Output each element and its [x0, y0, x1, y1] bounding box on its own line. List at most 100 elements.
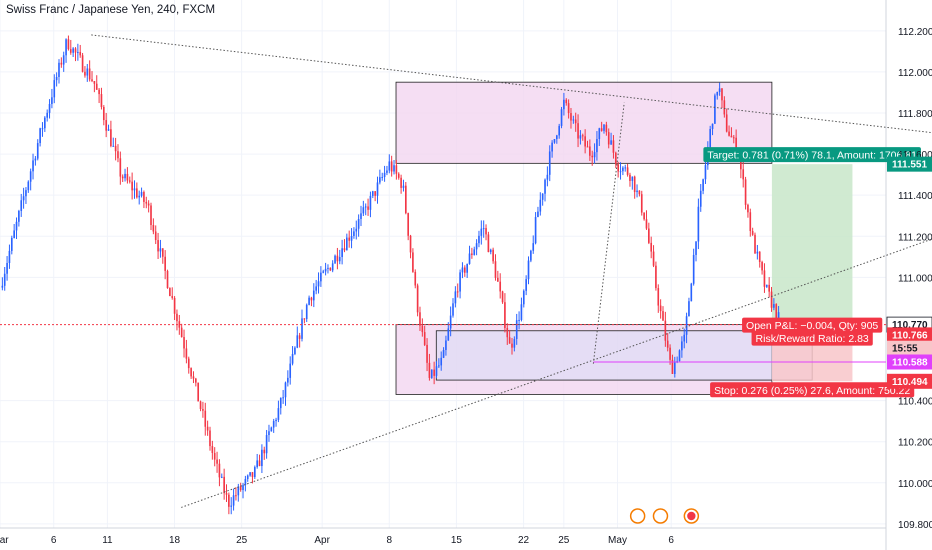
- candle-body: [768, 284, 770, 292]
- candle-body: [777, 312, 780, 320]
- candle-body: [357, 219, 360, 229]
- candle-body: [133, 188, 136, 191]
- price-badge-text: 110.494: [892, 377, 928, 388]
- candle-body: [322, 271, 325, 273]
- candle-body: [730, 135, 733, 138]
- candle-body: [152, 225, 155, 232]
- candle-body: [371, 191, 374, 196]
- candle-body: [143, 192, 145, 202]
- candle-body: [445, 340, 447, 350]
- candle-body: [98, 89, 100, 95]
- candle-body: [58, 62, 60, 77]
- candle-body: [697, 206, 700, 242]
- event-icon[interactable]: [652, 508, 669, 524]
- candle-body: [60, 62, 63, 65]
- candle-body: [622, 167, 624, 172]
- candle-body: [265, 435, 268, 454]
- candle-body: [367, 206, 369, 210]
- candle-body: [230, 505, 233, 507]
- candle-body: [643, 212, 645, 220]
- x-tick-label: 6: [51, 535, 57, 546]
- candle-body: [32, 160, 34, 172]
- candle-body: [296, 335, 299, 348]
- zone-rectangle[interactable]: [435, 330, 813, 381]
- candle-body: [440, 357, 443, 366]
- candle-body: [603, 124, 605, 131]
- trendline[interactable]: [181, 236, 932, 508]
- candle-body: [499, 281, 502, 292]
- candle-body: [626, 167, 629, 175]
- candle-body: [605, 124, 608, 133]
- candle-body: [428, 362, 431, 378]
- candle-body: [423, 332, 426, 345]
- candle-body: [744, 179, 747, 205]
- candle-body: [364, 206, 367, 208]
- candle-body: [530, 250, 532, 261]
- y-tick-label: 109.800: [898, 520, 932, 531]
- price-badge: [887, 340, 932, 356]
- candle-body: [256, 460, 259, 468]
- candle-body: [25, 190, 27, 197]
- chart-title: Swiss Franc / Japanese Yen, 240, FXCM: [6, 4, 216, 16]
- candle-body: [541, 193, 544, 200]
- candle-body: [747, 204, 749, 213]
- candle-body: [308, 297, 310, 305]
- candle-body: [704, 165, 707, 180]
- x-tick-label: 18: [169, 535, 181, 546]
- candle-body: [263, 449, 266, 454]
- candle-body: [688, 301, 690, 317]
- candle-body: [329, 267, 332, 271]
- candle-body: [91, 79, 93, 82]
- candle-body: [400, 177, 402, 188]
- candle-body: [338, 257, 341, 262]
- candle-body: [157, 240, 159, 252]
- candle-body: [348, 237, 351, 241]
- y-tick-label: 111.600: [898, 150, 932, 161]
- trendline[interactable]: [91, 34, 932, 134]
- candle-body: [574, 119, 577, 124]
- target-zone[interactable]: [771, 164, 853, 325]
- candle-body: [773, 304, 775, 308]
- candle-body: [324, 268, 327, 272]
- candle-body: [652, 251, 655, 266]
- candle-body: [756, 251, 759, 254]
- stop-label-text: Stop: 0.276 (0.25%) 27.6, Amount: 750.22: [714, 385, 910, 397]
- candle-body: [695, 241, 697, 255]
- candle-body: [171, 296, 174, 298]
- candle-body: [161, 248, 164, 257]
- y-tick-label: 112.200: [898, 27, 932, 38]
- candle-body: [508, 337, 511, 344]
- candle-body: [218, 463, 221, 478]
- candle-body: [388, 161, 391, 171]
- price-badge-text: 110.588: [892, 357, 928, 368]
- candle-body: [180, 327, 183, 338]
- candle-body: [725, 114, 728, 132]
- candle-body: [18, 210, 20, 222]
- candle-body: [645, 219, 648, 229]
- candle-body: [117, 151, 119, 159]
- candle-body: [294, 347, 296, 354]
- target-label[interactable]: [703, 147, 921, 163]
- candle-body: [397, 173, 400, 178]
- dividend-icon[interactable]: [687, 511, 696, 521]
- candle-body: [213, 452, 216, 460]
- candle-body: [140, 192, 143, 196]
- candle-body: [195, 378, 197, 383]
- event-icon[interactable]: [629, 508, 646, 524]
- price-badge: [887, 327, 932, 343]
- candle-body: [242, 485, 244, 491]
- price-badge-text: 110.766: [892, 330, 928, 341]
- candle-body: [452, 303, 454, 316]
- y-tick-label: 111.000: [898, 273, 932, 284]
- stop-label[interactable]: [710, 382, 915, 398]
- candle-body: [29, 171, 32, 182]
- candle-body: [39, 128, 41, 144]
- candle-body: [577, 123, 579, 139]
- candle-body: [197, 382, 200, 402]
- candle-body: [65, 39, 67, 56]
- candle-body: [438, 365, 440, 367]
- rr-label[interactable]: [751, 330, 873, 346]
- candle-body: [570, 113, 572, 121]
- pnl-label[interactable]: [742, 317, 883, 333]
